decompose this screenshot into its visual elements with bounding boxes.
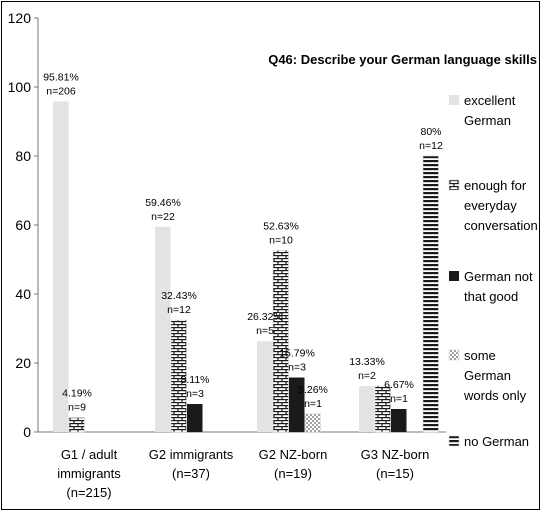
category-label: (n=19) (274, 466, 312, 481)
bar (68, 417, 85, 433)
bar (391, 408, 407, 432)
legend-label: no German (464, 434, 529, 449)
data-label: n=22 (151, 211, 175, 223)
data-label: n=5 (256, 325, 274, 337)
y-tick-label: 80 (15, 148, 31, 164)
axes (34, 17, 446, 433)
bar (422, 155, 439, 433)
category-label: immigrants (57, 466, 121, 481)
data-label: 52.63% (263, 220, 299, 232)
data-label: n=12 (419, 140, 443, 152)
bar (187, 404, 203, 432)
category-label: (n=15) (376, 466, 414, 481)
data-label: 8.11% (181, 374, 210, 386)
bar (272, 250, 289, 433)
y-tick-label: 100 (8, 79, 32, 95)
bar (170, 319, 187, 433)
legend-label: words only (463, 388, 527, 403)
legend-label: everyday (464, 198, 517, 213)
category-label: (n=215) (66, 485, 111, 500)
data-label: n=3 (288, 362, 306, 374)
bars (53, 101, 439, 433)
y-tick-label: 120 (8, 10, 32, 26)
data-label: n=1 (304, 398, 322, 410)
category-label: G1 / adult (61, 447, 118, 462)
legend-label: that good (464, 289, 518, 304)
data-label: 15.79% (279, 348, 315, 360)
legend-label: German (464, 113, 511, 128)
category-label: G3 NZ-born (361, 447, 430, 462)
data-label: n=1 (390, 393, 408, 405)
data-label: 6.67% (384, 379, 414, 391)
legend-swatch (448, 349, 460, 361)
bar (374, 385, 391, 433)
bar (359, 386, 375, 432)
legend-swatch (449, 95, 459, 105)
data-label: 5.26% (298, 384, 328, 396)
chart-title: Q46: Describe your German language skill… (268, 52, 537, 67)
data-label: 13.33% (349, 356, 385, 368)
data-label: n=12 (167, 304, 191, 316)
data-label: n=3 (186, 388, 204, 400)
legend-label: excellent (464, 93, 516, 108)
data-label: 32.43% (161, 290, 197, 302)
bar (257, 341, 273, 432)
data-label: 4.19% (62, 388, 92, 400)
legend-label: German not (464, 269, 533, 284)
data-label: n=10 (269, 234, 293, 246)
data-label: 95.81% (43, 71, 79, 83)
legend: excellent German enough for everyday convers… (448, 93, 538, 449)
data-label: 59.46% (145, 197, 181, 209)
category-labels: G1 / adult immigrants (n=215) G2 immigrants… (57, 447, 429, 500)
y-tick-label: 60 (15, 217, 31, 233)
legend-swatch (449, 271, 459, 281)
data-label: n=206 (46, 85, 76, 97)
data-label: n=2 (358, 370, 376, 382)
y-tick-labels: 0 20 40 60 80 100 120 (8, 10, 32, 440)
bar (155, 226, 171, 432)
category-label: G2 immigrants (149, 447, 234, 462)
bar (304, 413, 321, 433)
data-label: 26.32% (247, 311, 283, 323)
bar (289, 377, 305, 432)
legend-label: enough for (464, 178, 527, 193)
data-labels: 95.81% n=206 59.46% n=22 26.32% n=5 13.33% n=2 4… (43, 71, 443, 413)
data-label: 80% (420, 126, 441, 138)
legend-label: German (464, 368, 511, 383)
y-tick-label: 20 (15, 355, 31, 371)
y-tick-label: 0 (23, 424, 31, 440)
legend-label: conversation (464, 218, 538, 233)
legend-label: some (464, 348, 496, 363)
y-tick-label: 40 (15, 286, 31, 302)
data-label: n=9 (68, 402, 86, 414)
legend-swatch (448, 179, 460, 191)
legend-swatch (448, 435, 460, 447)
category-label: G2 NZ-born (259, 447, 328, 462)
category-label: (n=37) (172, 466, 210, 481)
bar (53, 101, 69, 432)
